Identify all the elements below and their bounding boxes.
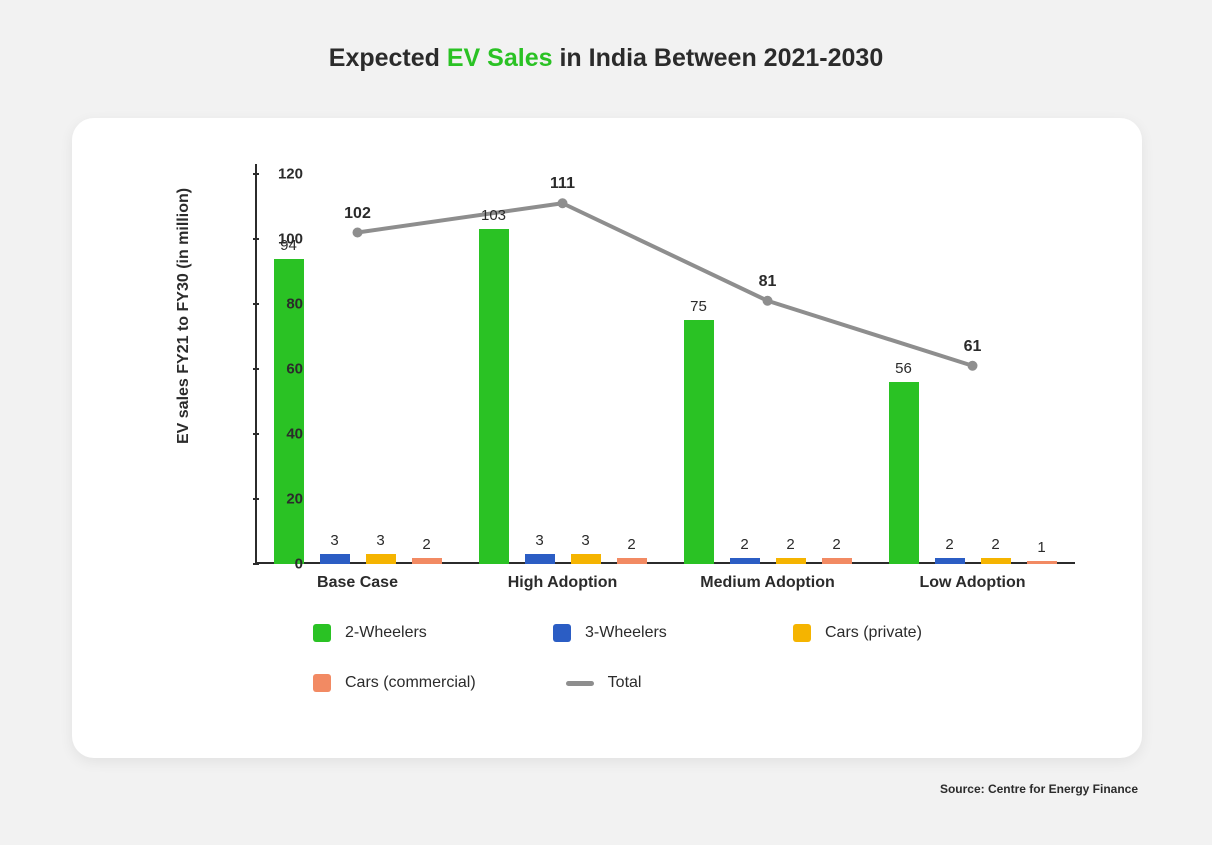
y-tick-mark — [253, 498, 259, 500]
y-tick-mark — [253, 433, 259, 435]
bar-value-label: 2 — [740, 536, 748, 553]
y-tick-label: 120 — [278, 166, 303, 183]
legend-item: 3-Wheelers — [553, 624, 703, 642]
bar-value-label: 2 — [627, 536, 635, 553]
bar-value-label: 75 — [690, 298, 707, 315]
category-label: Medium Adoption — [700, 574, 835, 592]
chart-title: Expected EV Sales in India Between 2021-… — [0, 0, 1212, 73]
bar-value-label: 3 — [376, 532, 384, 549]
title-suffix: in India Between 2021-2030 — [553, 44, 884, 72]
y-tick-label: 40 — [286, 426, 303, 443]
y-tick-label: 80 — [286, 296, 303, 313]
y-tick-mark — [253, 368, 259, 370]
chart-card: EV sales FY21 to FY30 (in million) 94332… — [72, 118, 1142, 758]
bar-value-label: 1 — [1037, 539, 1045, 556]
bar-value-label: 3 — [330, 532, 338, 549]
line-point-label: 81 — [759, 273, 777, 291]
y-tick-mark — [253, 173, 259, 175]
line-point-label: 111 — [550, 175, 575, 193]
y-tick-mark — [253, 563, 259, 565]
bar — [822, 558, 852, 565]
legend-label: Cars (private) — [825, 624, 922, 642]
category-label: Base Case — [317, 574, 398, 592]
title-prefix: Expected — [329, 44, 447, 72]
legend-label: 3-Wheelers — [585, 624, 667, 642]
chart-area: EV sales FY21 to FY30 (in million) 94332… — [207, 164, 1087, 684]
bar — [730, 558, 760, 565]
legend-swatch — [313, 674, 331, 692]
title-accent: EV Sales — [447, 44, 553, 72]
bar — [412, 558, 442, 565]
bar — [981, 558, 1011, 565]
bar-value-label: 3 — [581, 532, 589, 549]
bar — [776, 558, 806, 565]
bar-value-label: 2 — [422, 536, 430, 553]
bar — [889, 382, 919, 564]
legend-item: Cars (commercial) — [313, 674, 476, 692]
legend-item: 2-Wheelers — [313, 624, 463, 642]
y-tick-mark — [253, 238, 259, 240]
bar-value-label: 56 — [895, 360, 912, 377]
bar — [935, 558, 965, 565]
line-point-label: 102 — [344, 205, 371, 223]
bar — [571, 554, 601, 564]
bar — [525, 554, 555, 564]
legend-label: Total — [608, 674, 642, 692]
bar-value-label: 103 — [481, 207, 506, 224]
bar-value-label: 2 — [832, 536, 840, 553]
y-tick-mark — [253, 303, 259, 305]
y-axis-title: EV sales FY21 to FY30 (in million) — [175, 188, 193, 444]
legend: 2-Wheelers 3-Wheelers Cars (private) Cars (… — [313, 624, 1073, 724]
category-label: Low Adoption — [919, 574, 1025, 592]
legend-item: Total — [566, 674, 716, 692]
plot-region: 9433210333275222562211021118161 — [255, 174, 1075, 564]
legend-line-swatch — [566, 681, 594, 686]
bar — [1027, 561, 1057, 564]
bar — [684, 320, 714, 564]
legend-swatch — [313, 624, 331, 642]
bar-value-label: 2 — [991, 536, 999, 553]
bar-value-label: 2 — [945, 536, 953, 553]
legend-label: 2-Wheelers — [345, 624, 427, 642]
bar — [366, 554, 396, 564]
line-point-label: 61 — [964, 338, 982, 356]
y-tick-label: 100 — [278, 231, 303, 248]
bar-value-label: 3 — [535, 532, 543, 549]
source-label: Source: Centre for Energy Finance — [940, 782, 1138, 796]
bar-value-label: 2 — [786, 536, 794, 553]
bar — [320, 554, 350, 564]
y-tick-label: 0 — [295, 556, 303, 573]
legend-swatch — [553, 624, 571, 642]
category-label: High Adoption — [508, 574, 618, 592]
legend-label: Cars (commercial) — [345, 674, 476, 692]
legend-item: Cars (private) — [793, 624, 943, 642]
y-tick-label: 20 — [286, 491, 303, 508]
legend-swatch — [793, 624, 811, 642]
bar — [617, 558, 647, 565]
y-tick-label: 60 — [286, 361, 303, 378]
total-line — [255, 174, 1075, 564]
bar — [479, 229, 509, 564]
